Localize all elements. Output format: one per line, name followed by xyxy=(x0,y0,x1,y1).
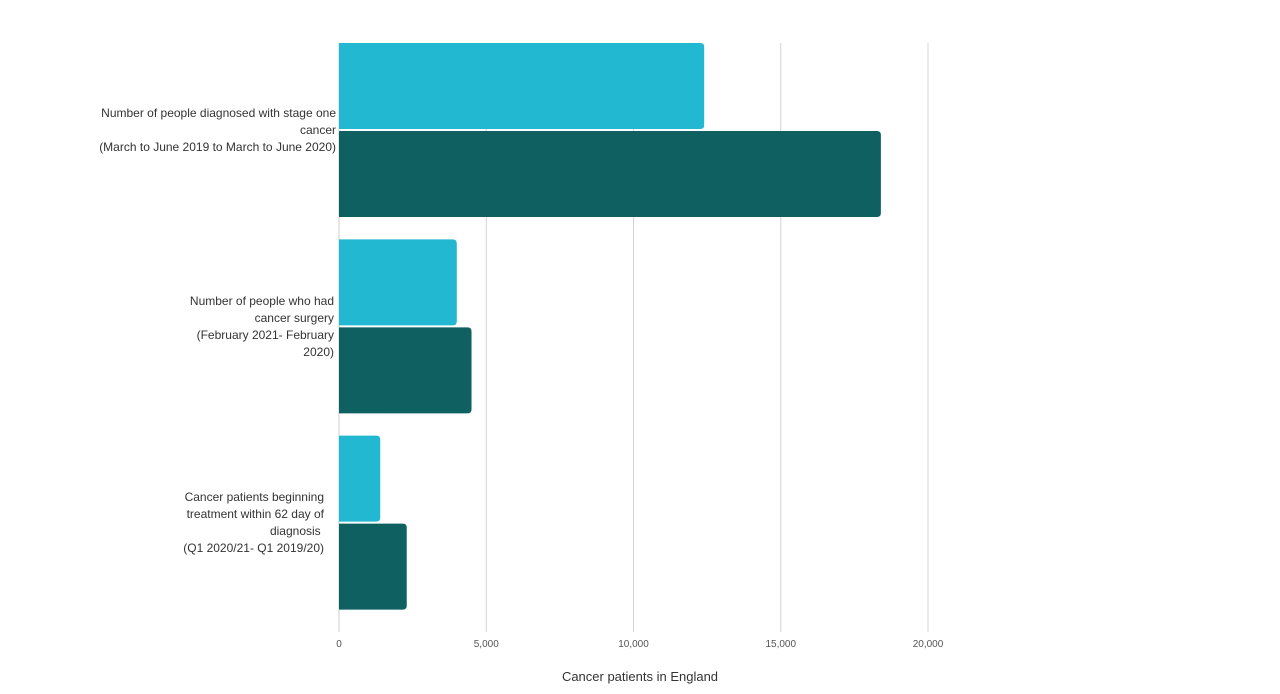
category-label: Number of people diagnosed with stage on… xyxy=(99,106,336,154)
category-label: Number of people who had cancer surgery (F… xyxy=(190,294,334,359)
category-label-line: Number of people diagnosed with stage on… xyxy=(101,106,336,120)
x-tick-label: 10,000 xyxy=(618,639,649,650)
bar-1-series-1 xyxy=(339,43,705,129)
x-tick-label: 20,000 xyxy=(913,639,944,650)
x-tick-label: 15,000 xyxy=(765,639,796,650)
category-label-line: Cancer patients beginning xyxy=(185,490,324,504)
bar-2-series-2 xyxy=(339,327,472,414)
bar-1-series-2 xyxy=(339,131,881,217)
bar-3-series-2 xyxy=(339,523,407,610)
x-axis-ticks: 0 5,000 10,000 15,000 20,000 xyxy=(336,639,944,650)
category-label-line: (February 2021- February xyxy=(197,328,334,342)
category-label-line: 2020) xyxy=(303,345,334,359)
category-label-line: Number of people who had xyxy=(190,294,334,308)
bars xyxy=(339,43,881,610)
category-label-line: cancer surgery xyxy=(255,311,334,325)
category-label-line: treatment within 62 day of xyxy=(187,507,325,521)
x-tick-label: 0 xyxy=(336,639,342,650)
x-axis-title: Cancer patients in England xyxy=(562,669,718,684)
category-label-line: (Q1 2020/21- Q1 2019/20) xyxy=(183,541,324,555)
category-label-line: diagnosis xyxy=(270,524,324,538)
category-label-line: cancer xyxy=(300,123,336,137)
bar-2-series-1 xyxy=(339,239,457,326)
x-tick-label: 5,000 xyxy=(474,639,499,650)
bar-3-series-1 xyxy=(339,435,381,522)
category-label-line: (March to June 2019 to March to June 202… xyxy=(99,140,336,154)
category-labels: Number of people diagnosed with stage on… xyxy=(99,106,336,555)
category-label: Cancer patients beginning treatment withi… xyxy=(183,490,324,555)
